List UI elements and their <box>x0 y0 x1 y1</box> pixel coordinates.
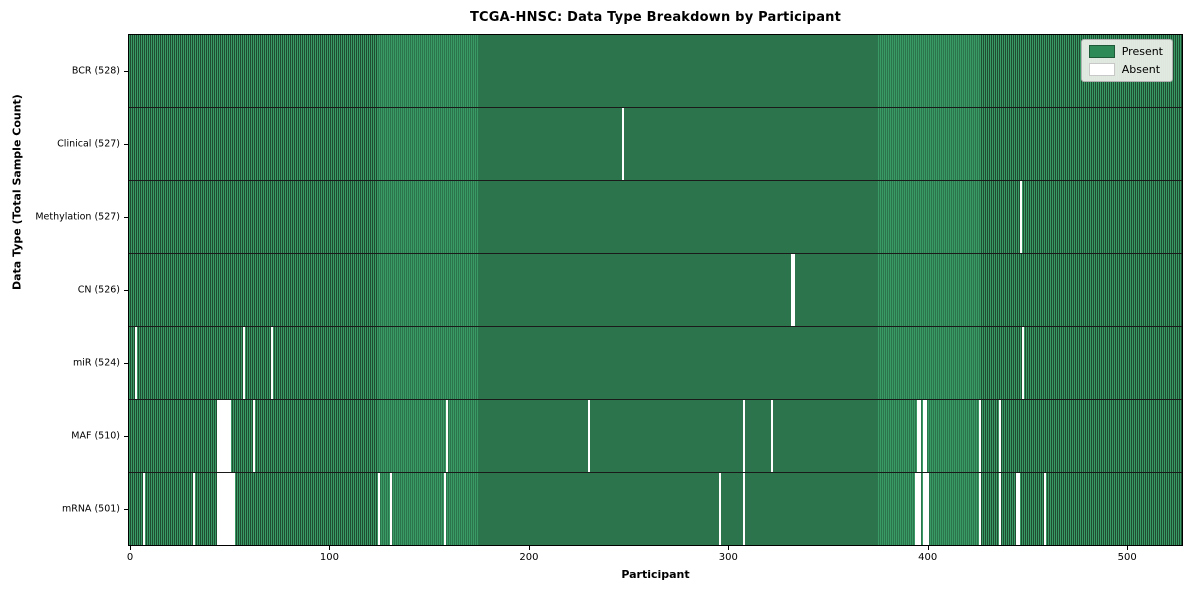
absent-mark <box>916 473 919 545</box>
x-tick-label: 500 <box>1117 552 1137 563</box>
x-tick-label: 300 <box>718 552 738 563</box>
x-tick-mark <box>1127 546 1129 550</box>
heatmap-row-methylation <box>129 181 1182 254</box>
present-swatch-icon <box>1088 45 1115 58</box>
absent-mark <box>924 473 927 545</box>
x-axis-title: Participant <box>621 568 690 581</box>
absent-mark <box>1018 473 1021 545</box>
y-tick-mark <box>124 217 128 218</box>
absent-mark <box>270 327 273 399</box>
legend-item-absent: Absent <box>1088 63 1163 76</box>
absent-mark <box>216 400 219 472</box>
absent-mark <box>378 473 381 545</box>
absent-mark <box>252 400 255 472</box>
absent-mark <box>222 400 225 472</box>
absent-mark <box>916 400 919 472</box>
y-tick-mark <box>124 436 128 437</box>
heatmap-row-bcr <box>129 35 1182 108</box>
absent-mark <box>793 254 796 326</box>
absent-mark <box>743 473 746 545</box>
absent-mark <box>220 400 223 472</box>
absent-mark <box>914 473 917 545</box>
absent-mark <box>719 473 722 545</box>
absent-mark <box>216 473 219 545</box>
absent-mark <box>228 400 231 472</box>
absent-mark <box>918 400 921 472</box>
absent-mark <box>232 473 235 545</box>
absent-mark <box>978 400 981 472</box>
absent-mark <box>918 473 921 545</box>
y-tick-label: mRNA (501) <box>61 503 120 515</box>
absent-mark <box>446 400 449 472</box>
x-tick-label: 200 <box>519 552 539 563</box>
absent-mark <box>791 254 794 326</box>
y-tick-label: miR (524) <box>72 357 120 369</box>
absent-mark <box>924 400 927 472</box>
x-tick-label: 100 <box>319 552 339 563</box>
absent-mark <box>218 473 221 545</box>
heatmap-row-maf <box>129 400 1182 473</box>
legend-item-present: Present <box>1088 45 1163 58</box>
absent-mark <box>998 400 1001 472</box>
absent-mark <box>998 473 1001 545</box>
plot-area: Present Absent <box>128 34 1183 546</box>
x-tick-mark <box>329 546 331 550</box>
absent-mark <box>1020 181 1023 253</box>
absent-mark <box>390 473 393 545</box>
absent-mark <box>1016 473 1019 545</box>
absent-mark <box>134 327 137 399</box>
absent-mark <box>218 400 221 472</box>
y-tick-label: CN (526) <box>77 284 120 296</box>
heatmap-row-cn <box>129 254 1182 327</box>
absent-mark <box>1022 327 1025 399</box>
y-tick-mark <box>124 144 128 145</box>
absent-mark <box>228 473 231 545</box>
x-tick-label: 0 <box>126 552 134 563</box>
x-tick-mark <box>728 546 730 550</box>
heatmap-row-mir <box>129 327 1182 400</box>
absent-mark <box>922 473 925 545</box>
y-tick-label: Methylation (527) <box>35 211 120 223</box>
x-tick-mark <box>528 546 530 550</box>
absent-mark <box>222 473 225 545</box>
y-tick-mark <box>124 71 128 72</box>
absent-mark <box>192 473 195 545</box>
absent-mark <box>142 473 145 545</box>
absent-mark <box>743 400 746 472</box>
absent-mark <box>587 400 590 472</box>
absent-swatch-icon <box>1088 63 1115 76</box>
chart-title: TCGA-HNSC: Data Type Breakdown by Partic… <box>469 10 842 25</box>
legend-label-absent: Absent <box>1121 63 1161 76</box>
y-tick-mark <box>124 509 128 510</box>
absent-mark <box>926 473 929 545</box>
x-tick-mark <box>130 546 131 550</box>
y-tick-mark <box>124 290 128 291</box>
y-tick-label: MAF (510) <box>71 430 120 442</box>
absent-mark <box>224 400 227 472</box>
heatmap-row-clinical <box>129 108 1182 181</box>
legend: Present Absent <box>1080 39 1173 82</box>
y-tick-mark <box>124 363 128 364</box>
absent-mark <box>220 473 223 545</box>
x-tick-mark <box>927 546 929 550</box>
absent-mark <box>1044 473 1047 545</box>
absent-mark <box>922 400 925 472</box>
y-tick-label: Clinical (527) <box>57 138 120 150</box>
legend-label-present: Present <box>1121 45 1163 58</box>
absent-mark <box>230 473 233 545</box>
absent-mark <box>226 400 229 472</box>
absent-mark <box>621 108 624 180</box>
absent-mark <box>226 473 229 545</box>
absent-mark <box>242 327 245 399</box>
absent-mark <box>771 400 774 472</box>
x-tick-label: 400 <box>918 552 938 563</box>
y-tick-label: BCR (528) <box>71 65 120 77</box>
absent-mark <box>978 473 981 545</box>
heatmap-row-mrna <box>129 473 1182 545</box>
absent-mark <box>444 473 447 545</box>
absent-mark <box>224 473 227 545</box>
